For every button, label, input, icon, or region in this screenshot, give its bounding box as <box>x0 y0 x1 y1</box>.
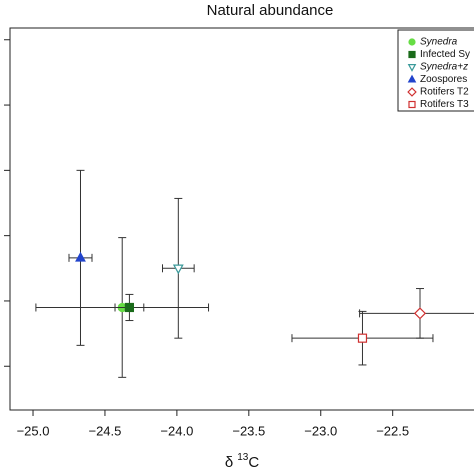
legend-label: Zoospores <box>420 74 467 85</box>
point <box>124 302 135 313</box>
x-tick-label: −24.5 <box>88 423 121 438</box>
chart-title: Natural abundance <box>207 2 334 19</box>
x-tick-label: −24.0 <box>160 423 193 438</box>
legend-label: Rotifers T3 <box>420 99 469 110</box>
point <box>75 251 86 262</box>
x-tick-label: −23.5 <box>232 423 265 438</box>
x-label-symbol: δ <box>225 454 233 471</box>
legend-label: Synedra <box>420 37 458 48</box>
x-tick-label: −22.5 <box>376 423 409 438</box>
legend-marker <box>408 50 416 59</box>
x-label-element: C <box>248 454 259 471</box>
x-axis-label: δ 13C <box>225 452 259 471</box>
x-tick-label: −25.0 <box>17 423 50 438</box>
legend-label: Rotifers T2 <box>420 87 469 98</box>
legend-marker <box>408 38 416 46</box>
plot-frame <box>9 27 474 411</box>
x-label-sup: 13 <box>237 452 249 463</box>
legend-label: Synedra+z <box>420 62 468 73</box>
point <box>172 264 184 275</box>
legend-marker <box>407 87 417 97</box>
legend-label: Infected Sy <box>420 49 470 60</box>
legend-marker <box>407 74 417 83</box>
legend-marker <box>407 63 417 72</box>
legend-marker <box>408 100 416 109</box>
point <box>357 333 368 343</box>
x-tick-label: −23.0 <box>304 423 337 438</box>
point <box>413 307 427 320</box>
